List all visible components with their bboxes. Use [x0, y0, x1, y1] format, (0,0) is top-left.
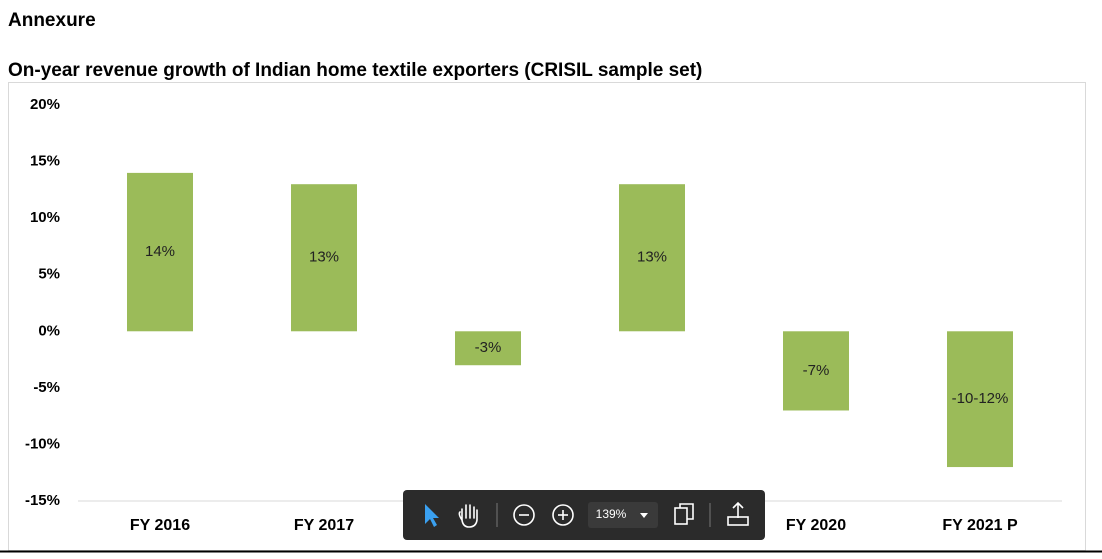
- value-label: -7%: [803, 362, 830, 379]
- page-tool[interactable]: [674, 503, 694, 525]
- share-tool[interactable]: [727, 501, 749, 526]
- y-tick-label: 10%: [30, 209, 60, 226]
- value-label: -10-12%: [952, 390, 1009, 407]
- y-tick-label: 15%: [30, 153, 60, 170]
- zoom-level[interactable]: 139%: [596, 507, 627, 521]
- zoom-dropdown[interactable]: [640, 513, 648, 518]
- y-tick-label: 20%: [30, 96, 60, 113]
- select-tool[interactable]: [425, 504, 439, 527]
- value-label: 13%: [637, 249, 667, 266]
- x-tick-label: FY 2016: [130, 517, 190, 534]
- toolbar-bg: [403, 490, 765, 540]
- hand-tool[interactable]: [458, 504, 478, 528]
- bar: [127, 172, 193, 332]
- bar: [619, 184, 685, 332]
- y-tick-label: -15%: [25, 492, 60, 509]
- y-tick-label: 5%: [38, 266, 60, 283]
- bar: [455, 331, 521, 366]
- x-tick-label: FY 2021 P: [942, 517, 1018, 534]
- value-label: -3%: [475, 339, 502, 356]
- page-heading: Annexure: [8, 10, 96, 31]
- plot: -15% -10% -5% 0% 5% 10% 15% 20% FY 2016 14% FY 201…: [25, 96, 1062, 534]
- zoom-box[interactable]: [588, 502, 658, 528]
- x-tick-label: FY 2020: [786, 517, 846, 534]
- zoom-out[interactable]: [513, 504, 535, 526]
- bar: [947, 331, 1013, 468]
- value-label: 14%: [145, 243, 175, 260]
- x-tick-label: FY 2017: [294, 517, 354, 534]
- zoom-in[interactable]: [552, 504, 574, 526]
- bar: [783, 331, 849, 411]
- chart-title: On-year revenue growth of Indian home te…: [8, 60, 702, 81]
- bar: [291, 184, 357, 332]
- y-tick-label: 0%: [38, 322, 60, 339]
- y-tick-label: -5%: [33, 379, 60, 396]
- value-label: 13%: [309, 249, 339, 266]
- viewer-toolbar: 139%: [403, 490, 765, 540]
- y-tick-label: -10%: [25, 435, 60, 452]
